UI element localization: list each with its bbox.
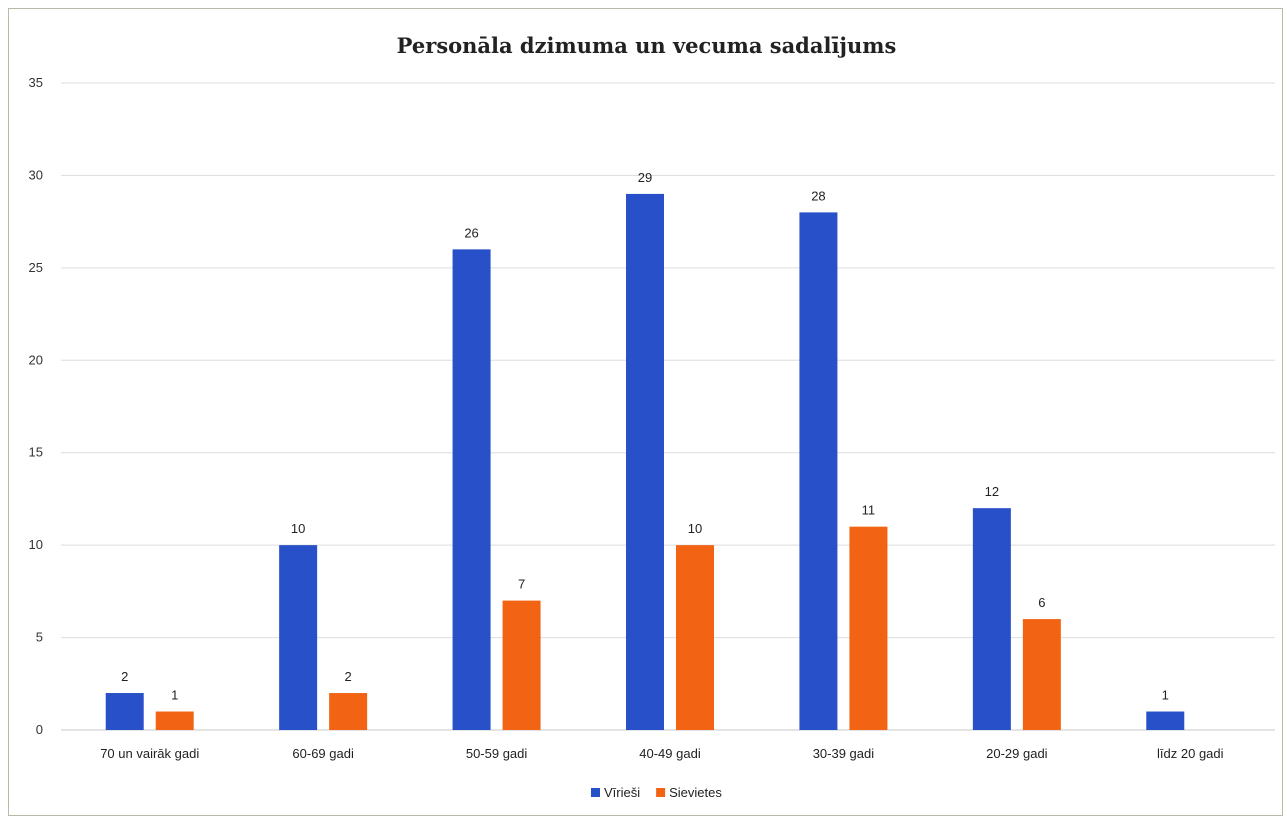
data-label: 12 — [985, 484, 999, 499]
y-axis-ticks: 0 5 10 15 20 25 30 35 — [29, 75, 43, 737]
x-category-label: 20-29 gadi — [986, 746, 1048, 761]
bars — [105, 193, 1185, 730]
chart-frame: Personāla dzimuma un vecuma sadalījums 0… — [8, 8, 1283, 816]
bar-sievietes-20-29-gadi — [1022, 619, 1061, 730]
data-label: 2 — [121, 669, 128, 684]
data-label: 28 — [811, 188, 825, 203]
data-label: 2 — [345, 669, 352, 684]
legend-swatch-v-rie-i — [591, 788, 600, 797]
x-category-label: līdz 20 gadi — [1157, 746, 1224, 761]
x-category-label: 60-69 gadi — [292, 746, 354, 761]
bar-v-rie-i-20-29-gadi — [972, 508, 1011, 730]
legend-swatch-sievietes — [656, 788, 666, 797]
legend-label: Sievietes — [669, 785, 722, 800]
y-tick-label: 15 — [29, 445, 43, 460]
bar-chart: Personāla dzimuma un vecuma sadalījums 0… — [29, 33, 1275, 800]
y-tick-label: 5 — [36, 630, 43, 645]
y-tick-label: 35 — [29, 75, 43, 90]
data-label: 1 — [1162, 688, 1169, 703]
data-labels: 2 1 10 2 26 7 29 10 28 11 12 6 1 — [121, 170, 1169, 703]
bar-v-rie-i-70-un-vair-k-gadi — [105, 693, 144, 730]
data-label: 10 — [291, 521, 305, 536]
legend: Vīrieši Sievietes — [591, 785, 722, 800]
y-tick-label: 25 — [29, 260, 43, 275]
x-category-label: 40-49 gadi — [639, 746, 701, 761]
bar-sievietes-40-49-gadi — [676, 545, 714, 730]
bar-sievietes-30-39-gadi — [849, 526, 888, 730]
data-label: 10 — [688, 521, 702, 536]
data-label: 6 — [1038, 595, 1045, 610]
bar-v-rie-i-60-69-gadi — [279, 545, 318, 730]
y-tick-label: 0 — [36, 722, 43, 737]
gridlines — [61, 82, 1275, 731]
data-label: 11 — [862, 503, 876, 518]
x-category-label: 50-59 gadi — [466, 746, 528, 761]
bar-v-rie-i-l-dz-20-gadi — [1146, 711, 1185, 730]
chart-title: Personāla dzimuma un vecuma sadalījums — [397, 33, 897, 58]
y-tick-label: 10 — [29, 537, 43, 552]
bar-sievietes-60-69-gadi — [329, 693, 368, 730]
bar-v-rie-i-40-49-gadi — [626, 193, 664, 730]
legend-label: Vīrieši — [604, 785, 640, 800]
bar-v-rie-i-30-39-gadi — [799, 212, 838, 730]
y-tick-label: 20 — [29, 352, 43, 367]
bar-v-rie-i-50-59-gadi — [452, 249, 491, 730]
bar-sievietes-70-un-vair-k-gadi — [155, 711, 194, 730]
y-tick-label: 30 — [29, 167, 43, 182]
data-label: 29 — [638, 170, 652, 185]
data-label: 7 — [518, 577, 525, 592]
x-category-label: 70 un vairāk gadi — [100, 746, 199, 761]
x-category-label: 30-39 gadi — [813, 746, 875, 761]
bar-sievietes-50-59-gadi — [502, 600, 541, 730]
data-label: 26 — [464, 225, 478, 240]
x-axis-categories: 70 un vairāk gadi 60-69 gadi 50-59 gadi 40-… — [100, 746, 1223, 761]
data-label: 1 — [171, 688, 178, 703]
